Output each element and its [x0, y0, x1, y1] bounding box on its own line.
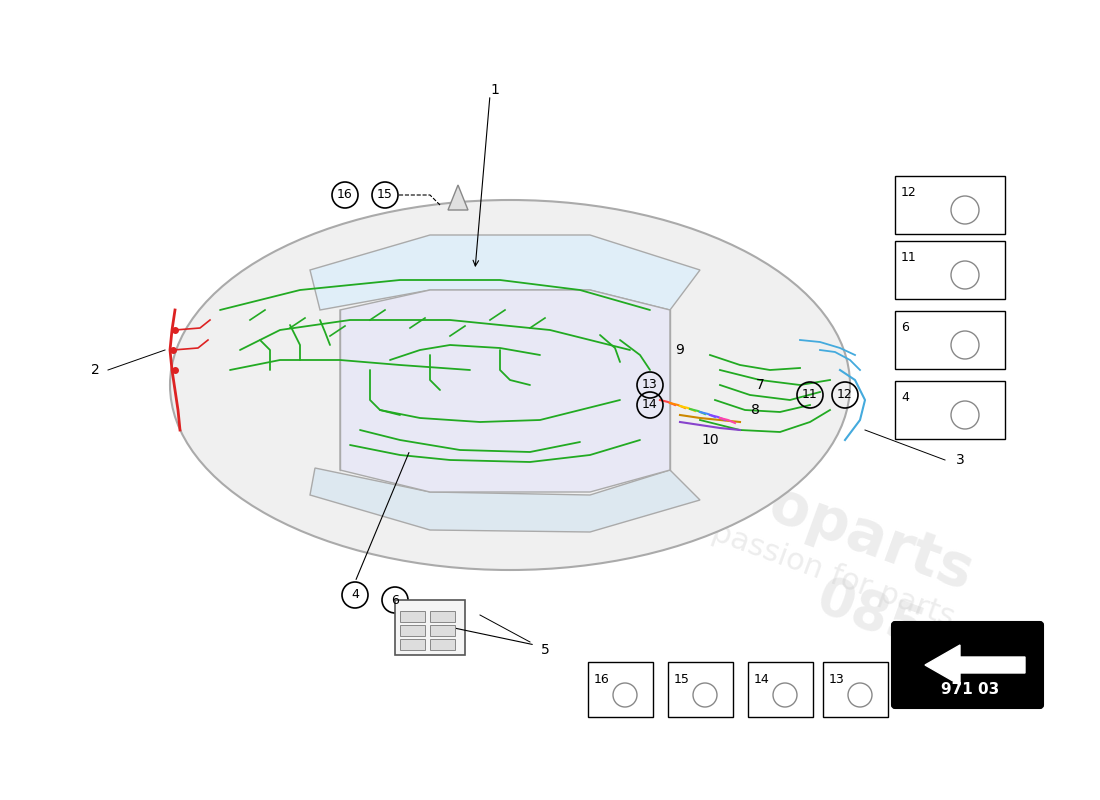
FancyBboxPatch shape: [395, 600, 465, 655]
Text: 11: 11: [901, 251, 916, 264]
Text: 13: 13: [829, 673, 845, 686]
Text: 9: 9: [675, 343, 684, 357]
FancyBboxPatch shape: [895, 311, 1005, 369]
Text: 12: 12: [901, 186, 916, 199]
Text: 6: 6: [901, 321, 909, 334]
FancyBboxPatch shape: [895, 381, 1005, 439]
Polygon shape: [925, 645, 1025, 685]
Polygon shape: [340, 290, 670, 492]
FancyBboxPatch shape: [588, 662, 653, 717]
Text: 5: 5: [540, 643, 549, 657]
Text: 6: 6: [392, 594, 399, 606]
FancyBboxPatch shape: [400, 625, 425, 636]
Ellipse shape: [170, 200, 850, 570]
FancyBboxPatch shape: [892, 622, 1043, 708]
FancyBboxPatch shape: [430, 639, 455, 650]
Text: 2: 2: [90, 363, 99, 377]
Text: 14: 14: [754, 673, 770, 686]
Polygon shape: [310, 468, 700, 532]
Text: 1: 1: [491, 83, 499, 97]
Text: 7: 7: [756, 378, 764, 392]
Text: 971 03: 971 03: [940, 682, 999, 698]
Text: 12: 12: [837, 389, 852, 402]
Polygon shape: [310, 235, 700, 310]
FancyBboxPatch shape: [895, 241, 1005, 299]
Text: 14: 14: [642, 398, 658, 411]
Text: 16: 16: [594, 673, 609, 686]
Text: 3: 3: [956, 453, 965, 467]
FancyBboxPatch shape: [430, 625, 455, 636]
FancyBboxPatch shape: [668, 662, 733, 717]
Text: 085: 085: [810, 572, 931, 658]
Text: 13: 13: [642, 378, 658, 391]
Polygon shape: [448, 185, 468, 210]
FancyBboxPatch shape: [400, 611, 425, 622]
Text: 4: 4: [351, 589, 359, 602]
FancyBboxPatch shape: [748, 662, 813, 717]
Text: 8: 8: [750, 403, 759, 417]
Text: 16: 16: [337, 189, 353, 202]
FancyBboxPatch shape: [430, 611, 455, 622]
Text: 4: 4: [901, 391, 909, 404]
Text: a passion for parts: a passion for parts: [681, 508, 959, 632]
FancyBboxPatch shape: [823, 662, 888, 717]
Text: 10: 10: [701, 433, 718, 447]
FancyBboxPatch shape: [895, 176, 1005, 234]
Text: 11: 11: [802, 389, 818, 402]
Text: europarts: europarts: [659, 438, 981, 602]
Text: 15: 15: [377, 189, 393, 202]
Text: 15: 15: [674, 673, 690, 686]
FancyBboxPatch shape: [400, 639, 425, 650]
